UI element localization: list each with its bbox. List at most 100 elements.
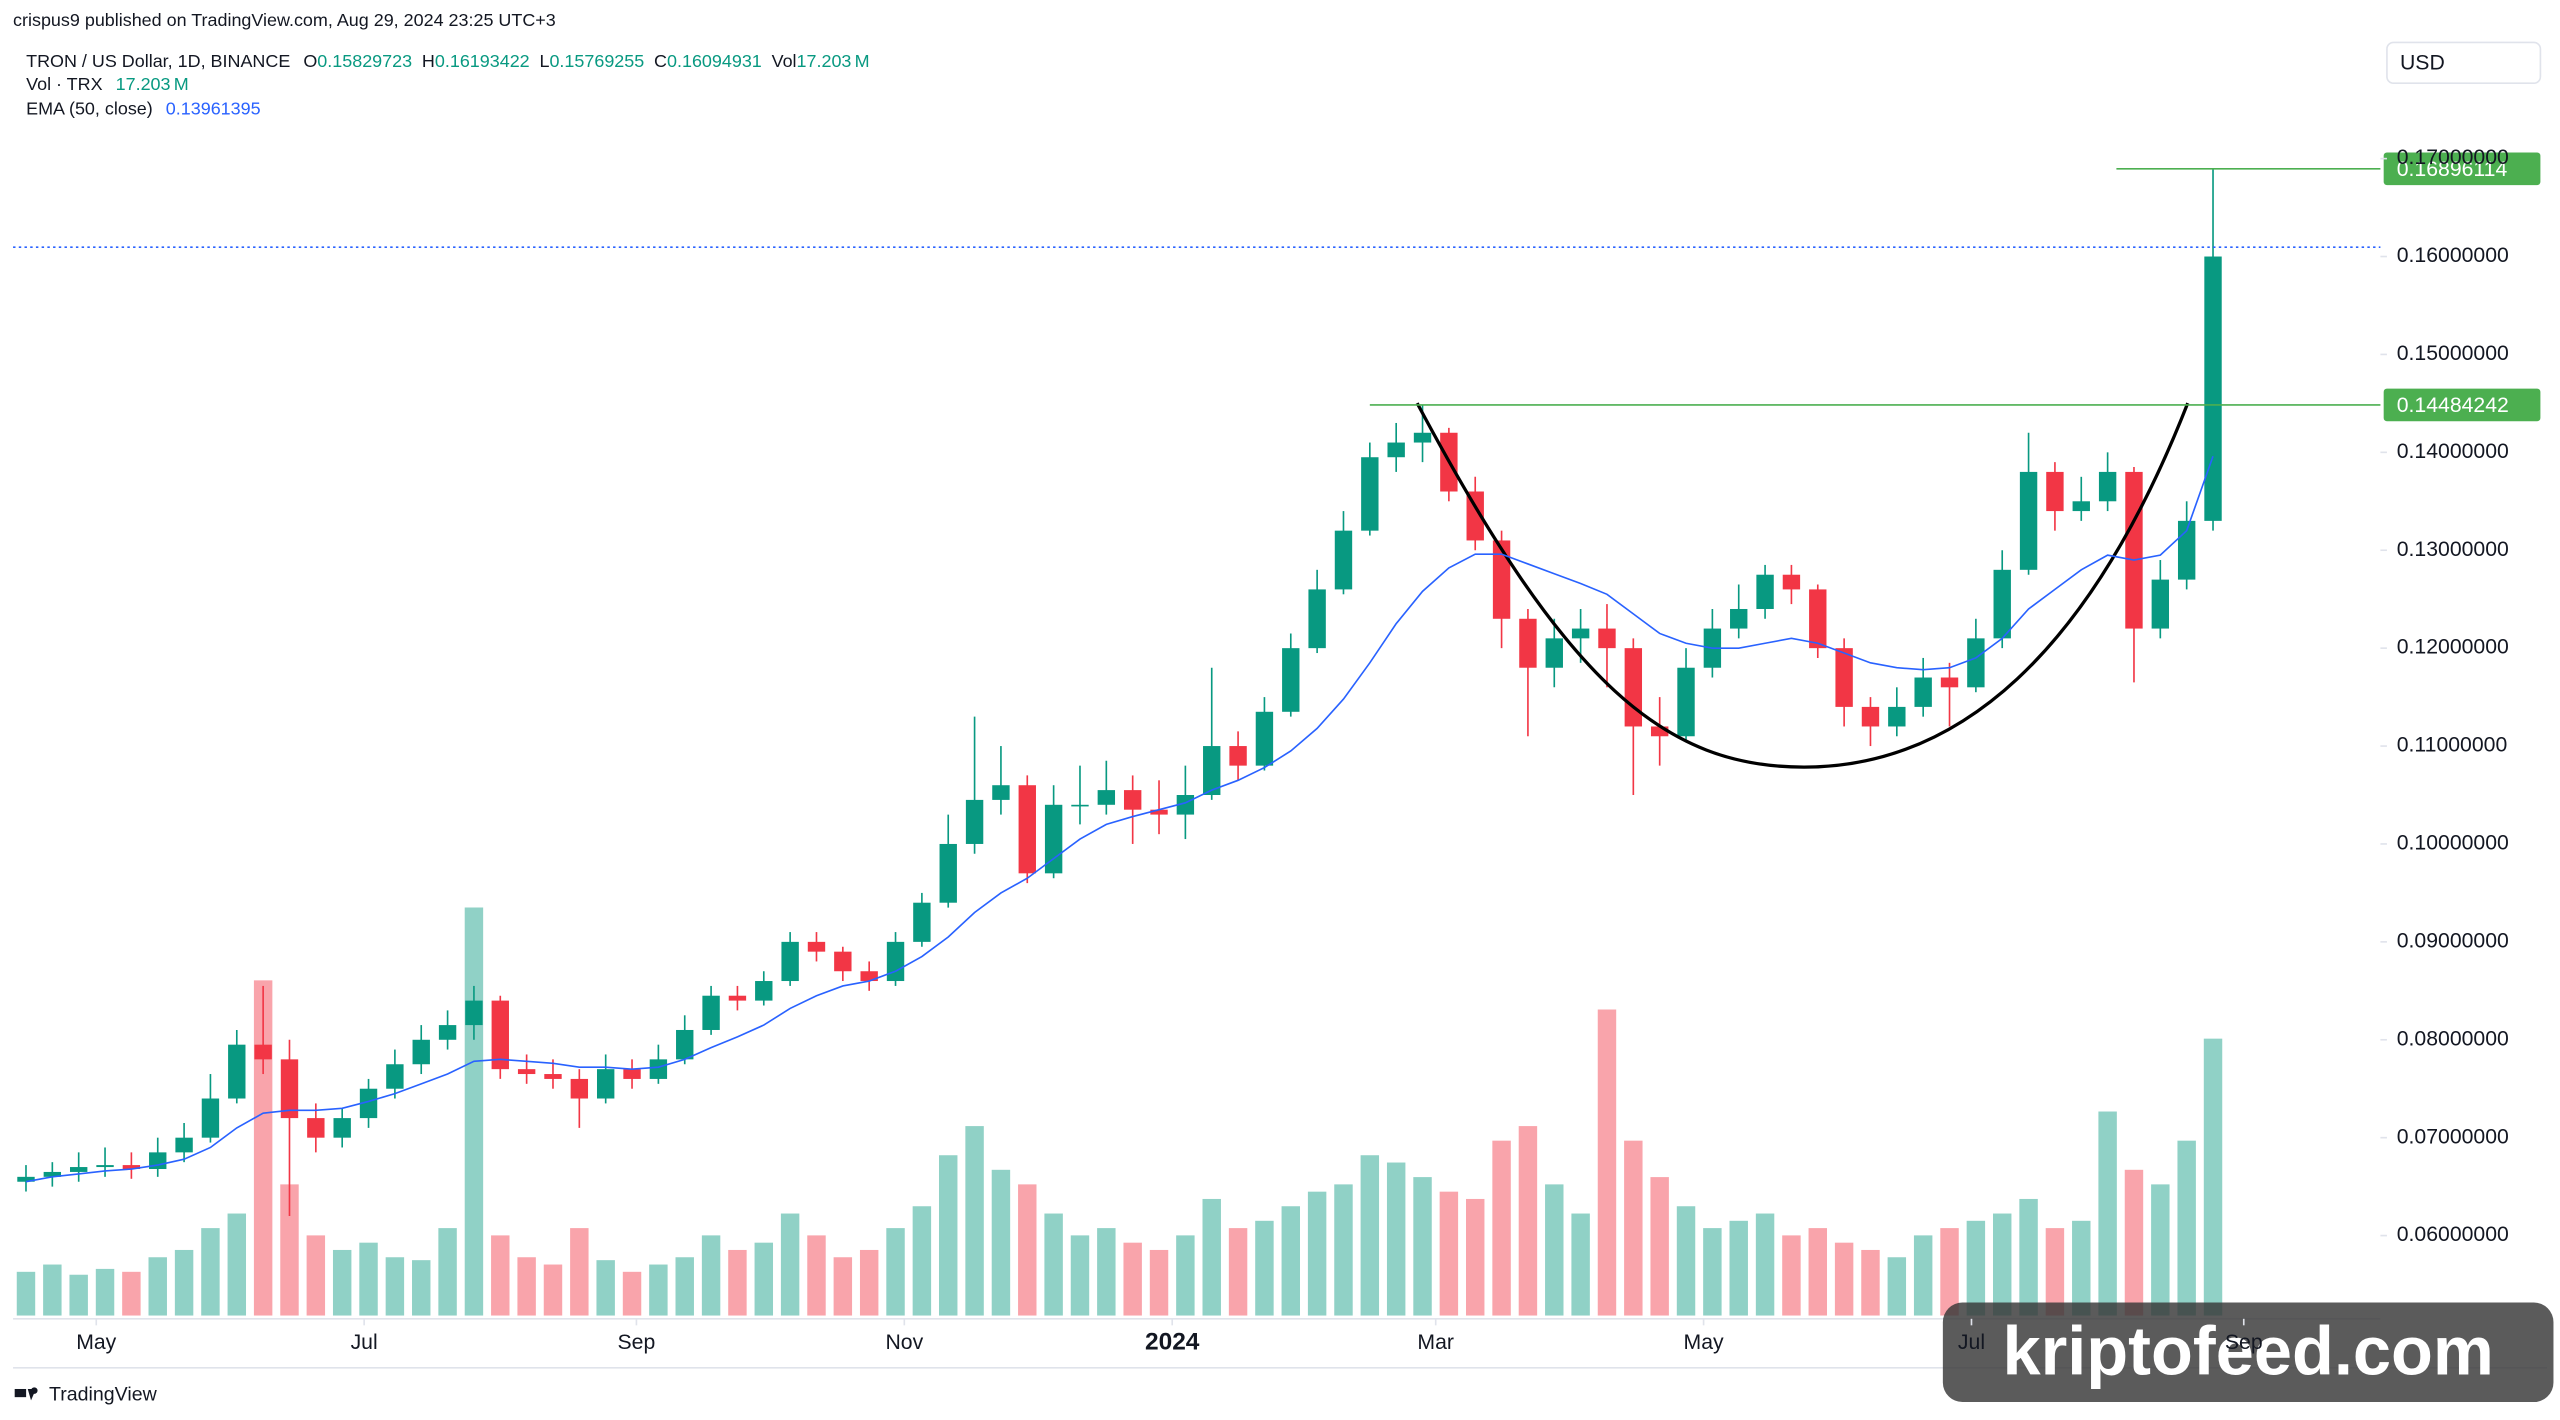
candle-body bbox=[1229, 746, 1247, 766]
candle-body bbox=[386, 1064, 404, 1089]
candle-body bbox=[570, 1078, 589, 1099]
x-tick-label: May bbox=[1684, 1331, 1724, 1354]
volume-bar bbox=[1466, 1198, 1485, 1316]
candle-body bbox=[913, 902, 931, 942]
candle-body bbox=[465, 1000, 483, 1026]
volume-bar bbox=[1149, 1249, 1169, 1316]
candle-body bbox=[1598, 628, 1616, 649]
volume-bar bbox=[886, 1228, 905, 1316]
vol-value: 17.203 bbox=[797, 51, 852, 71]
ohlc-value: 0.16094931 bbox=[667, 51, 762, 71]
volume-bar bbox=[2045, 1228, 2065, 1316]
candle-body bbox=[1203, 746, 1221, 796]
volume-bar bbox=[2098, 1111, 2117, 1316]
symbol: TRON / US Dollar, 1D, BINANCE bbox=[26, 51, 290, 71]
currency-button[interactable] bbox=[2386, 41, 2542, 85]
volume-bar bbox=[95, 1268, 115, 1316]
legend-row: Vol · TRX 17.203 M bbox=[26, 74, 189, 94]
volume-bar bbox=[1492, 1140, 1511, 1316]
volume-bar bbox=[438, 1228, 457, 1316]
candle-body bbox=[1334, 530, 1353, 590]
level-label-box bbox=[2383, 388, 2541, 422]
volume-bar bbox=[1703, 1228, 1722, 1316]
candle-body bbox=[1677, 667, 1695, 737]
candle-body bbox=[307, 1118, 325, 1138]
candle-body bbox=[860, 971, 878, 982]
candle-body bbox=[1650, 726, 1669, 737]
volume-bar bbox=[16, 1271, 36, 1316]
tradingview-logo: TradingView bbox=[14, 1384, 158, 1406]
ema-label: EMA (50, close) bbox=[26, 98, 153, 118]
volume-bar bbox=[2177, 1140, 2196, 1316]
candle-body bbox=[1545, 638, 1563, 668]
candle-body bbox=[228, 1044, 246, 1099]
currency-label[interactable]: USD bbox=[2400, 51, 2445, 74]
candle-body bbox=[122, 1165, 141, 1170]
level-label: 0.16896114 bbox=[2397, 158, 2508, 181]
volume-bar bbox=[253, 980, 273, 1316]
ema-line bbox=[25, 455, 2214, 1183]
x-tick-label: 2024 bbox=[1145, 1329, 1200, 1356]
candle-body bbox=[1519, 618, 1537, 668]
volume-bar bbox=[464, 907, 484, 1316]
ohlc-label: H bbox=[422, 51, 435, 71]
candle-body bbox=[2098, 471, 2117, 502]
volume-bar bbox=[701, 1235, 721, 1316]
candle-body bbox=[1123, 790, 1142, 810]
candle-body bbox=[69, 1167, 88, 1172]
y-tick-label: 0.11000000 bbox=[2397, 734, 2508, 757]
volume-bar bbox=[1044, 1213, 1063, 1316]
y-tick-label: 0.14000000 bbox=[2397, 440, 2509, 463]
candle-body bbox=[676, 1029, 694, 1060]
x-tick-label: Mar bbox=[1417, 1331, 1454, 1354]
volume-bar bbox=[833, 1257, 853, 1316]
volume-bar bbox=[385, 1257, 405, 1316]
volume-bar bbox=[517, 1257, 536, 1316]
candle-body bbox=[807, 941, 826, 952]
candle-body bbox=[623, 1069, 641, 1079]
volume-bar bbox=[2151, 1184, 2170, 1316]
volume-bar bbox=[1518, 1126, 1538, 1316]
candle-body bbox=[702, 995, 720, 1030]
volume-bar bbox=[1755, 1213, 1775, 1316]
volume-bar bbox=[1334, 1184, 1353, 1316]
candle-body bbox=[359, 1088, 378, 1119]
volume-bar bbox=[280, 1184, 299, 1316]
watermark: kriptofeed.com bbox=[2002, 1312, 2493, 1389]
volume-bar bbox=[359, 1242, 378, 1316]
y-tick-label: 0.16000000 bbox=[2397, 244, 2509, 267]
volume-bar bbox=[1018, 1184, 1037, 1316]
volume-bar bbox=[2124, 1169, 2144, 1316]
volume-bar bbox=[859, 1249, 879, 1316]
candle-body bbox=[834, 951, 852, 972]
candle-body bbox=[333, 1118, 351, 1138]
candle-body bbox=[175, 1137, 193, 1153]
candle-body bbox=[939, 843, 957, 903]
candle-body bbox=[1150, 809, 1168, 815]
candle-body bbox=[1730, 608, 1748, 629]
volume-bar bbox=[1597, 1009, 1617, 1316]
volume-bar bbox=[491, 1235, 510, 1316]
candle-body bbox=[1492, 540, 1511, 619]
volume-bar bbox=[1913, 1235, 1933, 1316]
volume-bar bbox=[148, 1257, 167, 1316]
volume-bar bbox=[306, 1235, 326, 1316]
legend-row: TRON / US Dollar, 1D, BINANCE O0.15829723… bbox=[26, 51, 870, 71]
volume-bar bbox=[1676, 1206, 1696, 1316]
y-tick-label: 0.15000000 bbox=[2397, 342, 2509, 365]
candle-body bbox=[254, 1044, 272, 1060]
candle-body bbox=[43, 1171, 62, 1177]
y-tick-label: 0.07000000 bbox=[2397, 1125, 2509, 1148]
volume-layer bbox=[16, 907, 2223, 1316]
legend-row: EMA (50, close) 0.13961395 bbox=[26, 98, 260, 118]
candle-body bbox=[1624, 648, 1643, 727]
ohlc-value: 0.15829723 bbox=[317, 51, 412, 71]
candle-body bbox=[17, 1176, 35, 1182]
candle-body bbox=[781, 941, 799, 982]
candle-body bbox=[755, 981, 773, 1001]
volume-bar bbox=[1439, 1191, 1459, 1316]
volume-bar bbox=[1228, 1228, 1248, 1316]
volume-bar bbox=[1966, 1220, 1986, 1316]
